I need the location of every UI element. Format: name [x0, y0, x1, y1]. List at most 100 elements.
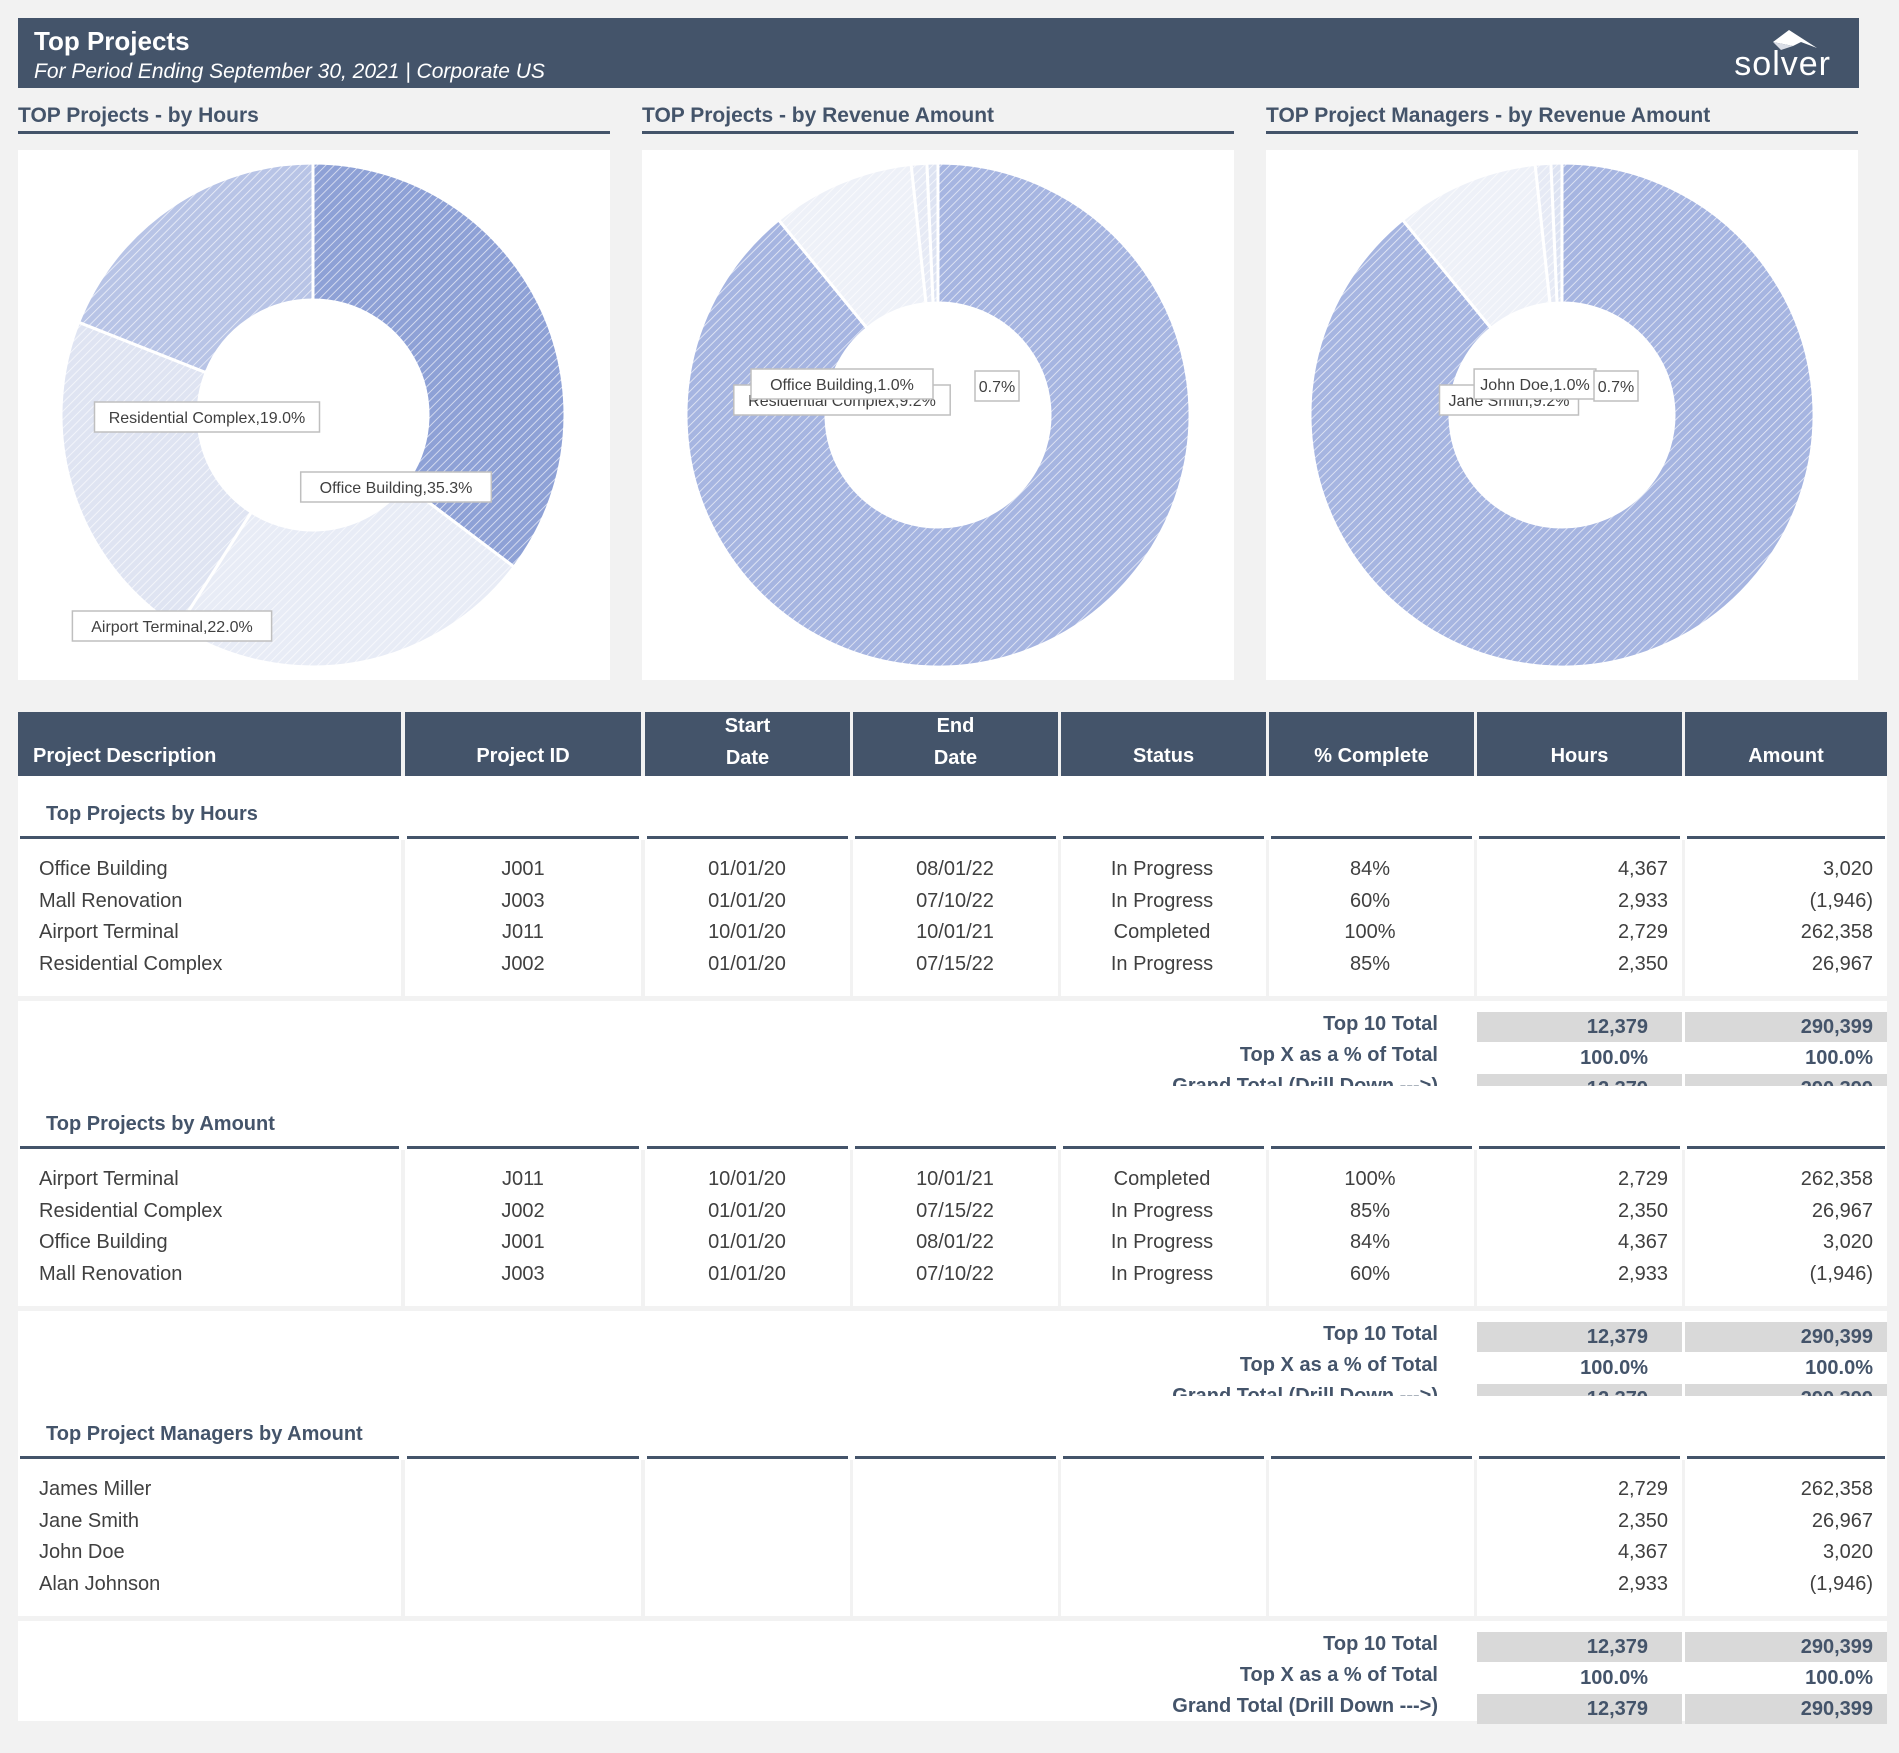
- total-amount: 100.0%: [1805, 1357, 1873, 1379]
- total-hours[interactable]: 12,379: [1477, 1694, 1682, 1724]
- table-row[interactable]: Office Building J001 01/01/20 08/01/22 In Pr…: [18, 1227, 1887, 1258]
- cell-percent-complete: 84%: [1349, 858, 1391, 880]
- svg-text:0.7%: 0.7%: [1598, 379, 1634, 396]
- cell-amount: 262,358: [1800, 921, 1873, 943]
- data-label-john-doe: John Doe,1.0%: [1473, 368, 1597, 400]
- column-cell-background: [1685, 840, 1887, 996]
- slice-alan-johnson[interactable]: [1549, 161, 1564, 305]
- chart-title-hours: TOP Projects - by Hours: [18, 104, 610, 134]
- group-underline: [20, 1456, 399, 1459]
- table-row[interactable]: John Doe 4,367 3,020: [18, 1537, 1887, 1568]
- cell-hours: 4,367: [1617, 1541, 1668, 1563]
- column-cell-background: [1685, 1150, 1887, 1306]
- slice-office-building[interactable]: [311, 161, 567, 570]
- column-cell-background: [645, 1460, 850, 1616]
- total-amount: 100.0%: [1805, 1667, 1873, 1689]
- col-header-project-id: Project ID: [405, 712, 641, 776]
- total-amount[interactable]: 290,399: [1685, 1694, 1887, 1724]
- total-hours: 12,379: [1477, 1632, 1682, 1662]
- slice-mall-renovation[interactable]: [925, 161, 940, 305]
- group-header-band: [18, 776, 1887, 840]
- column-cell-background: [645, 840, 850, 996]
- data-label-residential-complex: Residential Complex,19.0%: [93, 401, 321, 433]
- table-row[interactable]: Office Building J001 01/01/20 08/01/22 In Pr…: [18, 854, 1887, 885]
- cell-amount: 3,020: [1822, 858, 1873, 880]
- total-hours: 12,379: [1477, 1012, 1682, 1042]
- group-underline: [1479, 1456, 1680, 1459]
- cell-end-date: [850, 1474, 1060, 1505]
- cell-hours: 4,367: [1617, 858, 1668, 880]
- donut-chart-revenue[interactable]: Airport Terminal,89.1%Residential Comple…: [642, 150, 1234, 680]
- table-row[interactable]: Alan Johnson 2,933 (1,946): [18, 1569, 1887, 1600]
- group-gap: [18, 996, 1887, 1001]
- table-header: Project Description Project ID Start Dat…: [18, 712, 1887, 776]
- col-header-status: Status: [1061, 712, 1266, 776]
- cell-hours: 4,367: [1617, 1231, 1668, 1253]
- table-row[interactable]: James Miller 2,729 262,358: [18, 1474, 1887, 1505]
- group-underline: [647, 1456, 848, 1459]
- cell-end-date: [850, 1537, 1060, 1568]
- group-underline: [1687, 1146, 1885, 1149]
- table-row[interactable]: Residential Complex J002 01/01/20 07/15/22 I…: [18, 1196, 1887, 1227]
- cell-start-date: 10/01/20: [708, 921, 786, 943]
- cell-project-id: J003: [501, 1262, 545, 1285]
- table-row[interactable]: Residential Complex J002 01/01/20 07/15/22 I…: [18, 949, 1887, 980]
- table-row[interactable]: Mall Renovation J003 01/01/20 07/10/22 In Pr…: [18, 1259, 1887, 1290]
- col-header-amount: Amount: [1685, 712, 1887, 776]
- cell-description: Mall Renovation: [39, 1262, 183, 1285]
- table-row[interactable]: Airport Terminal J011 10/01/20 10/01/21 Comp…: [18, 917, 1887, 948]
- column-cell-background: [853, 1150, 1058, 1306]
- slice-james-miller[interactable]: [1308, 161, 1816, 669]
- cell-amount: 26,967: [1811, 1199, 1873, 1222]
- column-cell-background: [1269, 1460, 1474, 1616]
- total-label: Top 10 Total: [1323, 1013, 1438, 1035]
- cell-hours: 2,933: [1617, 1262, 1668, 1285]
- cell-project-id: J002: [501, 952, 545, 975]
- cell-status: In Progress: [1110, 1231, 1214, 1253]
- slice-residential-complex[interactable]: [76, 161, 315, 375]
- total-label: Grand Total (Drill Down --->): [1172, 1695, 1438, 1717]
- total-label: Top X as a % of Total: [1239, 1664, 1438, 1686]
- donut-chart-managers[interactable]: James Miller,89.1%Jane Smith,9.2%John Do…: [1266, 150, 1858, 680]
- table-row[interactable]: Jane Smith 2,350 26,967: [18, 1506, 1887, 1537]
- cell-project-id: [403, 1569, 643, 1600]
- group-underline: [647, 836, 848, 839]
- report-subtitle: For Period Ending September 30, 2021 | C…: [34, 60, 545, 83]
- cell-end-date: 07/10/22: [916, 889, 994, 912]
- column-cell-background: [1269, 840, 1474, 996]
- cell-status: [1058, 1506, 1266, 1537]
- total-label: Top X as a % of Total: [1239, 1044, 1438, 1066]
- report-header: Top Projects For Period Ending September…: [18, 18, 1859, 88]
- group-title: Top Project Managers by Amount: [46, 1423, 363, 1445]
- cell-end-date: [850, 1569, 1060, 1600]
- cell-hours: 2,729: [1617, 1478, 1668, 1500]
- slice-airport-terminal[interactable]: [59, 320, 254, 630]
- cell-amount: 26,967: [1811, 952, 1873, 975]
- group-underline: [20, 836, 399, 839]
- cell-percent-complete: 100%: [1344, 1168, 1396, 1190]
- slice-airport-terminal[interactable]: [684, 161, 1192, 669]
- cell-status: [1058, 1474, 1266, 1505]
- group-underline: [855, 1456, 1056, 1459]
- cell-description: Alan Johnson: [39, 1572, 161, 1595]
- cell-status: In Progress: [1110, 1199, 1214, 1222]
- group-underline: [1271, 836, 1472, 839]
- cell-start-date: 01/01/20: [708, 1199, 786, 1222]
- column-cell-background: [1269, 1150, 1474, 1306]
- group-underline: [1479, 1146, 1680, 1149]
- cell-percent-complete: 60%: [1349, 889, 1391, 912]
- column-cell-background: [1061, 1460, 1266, 1616]
- svg-text:Residential Complex,19.0%: Residential Complex,19.0%: [109, 410, 306, 427]
- total-label: Top X as a % of Total: [1239, 1354, 1438, 1376]
- column-cell-background: [1477, 1150, 1682, 1306]
- column-cell-background: [1061, 1150, 1266, 1306]
- table-row[interactable]: Mall Renovation J003 01/01/20 07/10/22 In Pr…: [18, 886, 1887, 917]
- total-hours: 100.0%: [1580, 1047, 1648, 1069]
- svg-text:Office Building,35.3%: Office Building,35.3%: [320, 480, 473, 497]
- table-row[interactable]: Airport Terminal J011 10/01/20 10/01/21 Comp…: [18, 1164, 1887, 1195]
- cell-status: In Progress: [1110, 952, 1214, 975]
- donut-chart-hours[interactable]: Office Building,35.3%Mall Renovation,23.…: [18, 150, 610, 680]
- logo-text: solver: [1734, 45, 1831, 83]
- group-underline: [647, 1146, 848, 1149]
- cell-project-id: [403, 1537, 643, 1568]
